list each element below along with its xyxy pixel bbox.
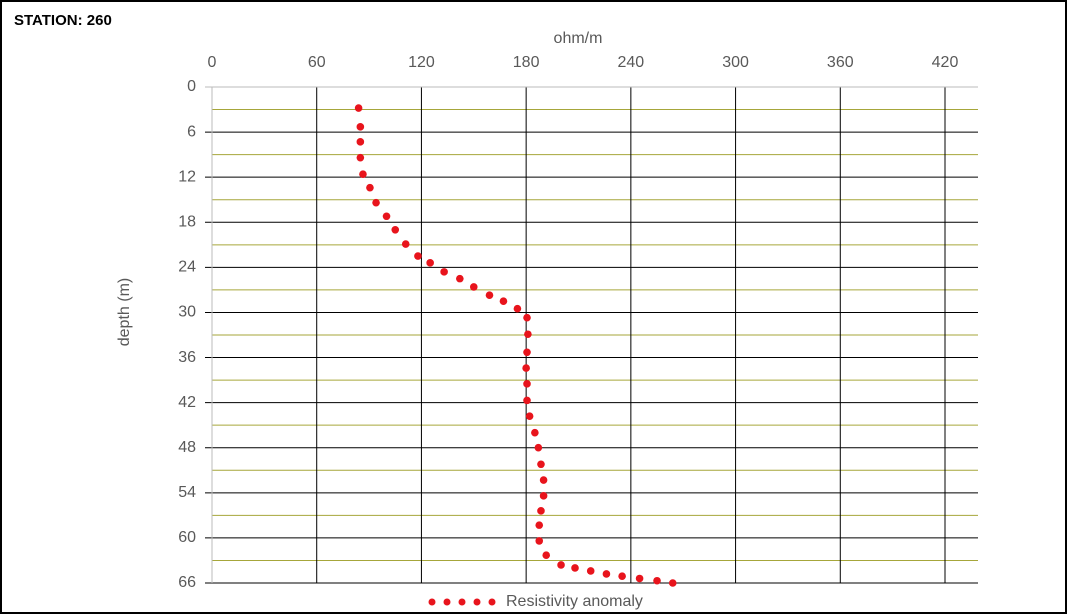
legend-swatch: [473, 598, 481, 606]
x-tick-label: 360: [827, 54, 854, 71]
data-point: [440, 268, 448, 276]
data-point: [456, 274, 464, 283]
legend-swatch: [488, 598, 496, 606]
legend-label: Resistivity anomaly: [506, 593, 643, 610]
data-point: [635, 574, 644, 583]
data-point: [426, 259, 434, 267]
data-point: [602, 570, 611, 578]
data-point: [401, 240, 410, 248]
data-point: [535, 521, 544, 529]
legend-swatch: [458, 598, 466, 606]
data-point: [359, 170, 367, 178]
data-point: [668, 579, 677, 587]
x-tick-label: 180: [513, 54, 540, 71]
y-axis-label: depth (m): [116, 278, 133, 346]
data-point: [539, 492, 548, 500]
y-tick-label: 36: [178, 349, 196, 366]
x-tick-label: 120: [408, 54, 435, 71]
y-tick-label: 18: [178, 213, 196, 230]
data-point: [391, 225, 400, 234]
data-point: [513, 304, 522, 313]
legend-swatch: [428, 598, 436, 606]
y-tick-label: 6: [187, 123, 196, 140]
y-tick-label: 12: [178, 168, 196, 185]
data-point: [522, 364, 530, 372]
x-tick-label: 0: [208, 54, 217, 71]
x-tick-label: 240: [618, 54, 645, 71]
data-point: [485, 291, 494, 299]
data-point: [414, 252, 422, 260]
data-point: [653, 576, 661, 585]
y-tick-label: 24: [178, 259, 196, 276]
x-tick-label: 300: [722, 54, 749, 71]
data-point: [524, 330, 532, 339]
data-point: [523, 348, 531, 357]
data-point: [537, 507, 545, 515]
data-point: [571, 564, 579, 572]
data-point: [542, 551, 551, 559]
x-tick-label: 60: [308, 54, 326, 71]
chart-title: STATION: 260: [14, 12, 112, 29]
y-tick-label: 42: [178, 394, 196, 411]
data-point: [523, 396, 531, 405]
data-point: [356, 153, 365, 162]
data-point: [537, 460, 545, 469]
y-tick-label: 60: [178, 529, 196, 546]
y-tick-label: 48: [178, 439, 196, 456]
data-point: [525, 412, 534, 420]
data-point: [356, 138, 365, 146]
y-tick-label: 0: [187, 78, 196, 95]
y-tick-label: 66: [178, 574, 196, 591]
data-point: [372, 198, 380, 207]
data-point: [586, 567, 595, 575]
data-point: [469, 283, 478, 291]
data-point: [539, 476, 548, 484]
data-point: [535, 537, 544, 545]
data-point: [354, 104, 363, 112]
x-axis-label: ohm/m: [554, 30, 603, 47]
y-tick-label: 30: [178, 304, 196, 321]
data-point: [356, 123, 365, 131]
data-point: [523, 380, 531, 388]
data-point: [523, 313, 531, 322]
data-point: [618, 572, 626, 581]
data-point: [499, 297, 508, 305]
x-tick-label: 420: [932, 54, 959, 71]
data-point: [382, 212, 391, 221]
data-point: [531, 428, 539, 437]
data-point: [557, 561, 565, 569]
legend-swatch: [443, 598, 451, 606]
y-tick-label: 54: [178, 484, 196, 501]
data-point: [534, 443, 543, 452]
data-point: [366, 183, 374, 192]
